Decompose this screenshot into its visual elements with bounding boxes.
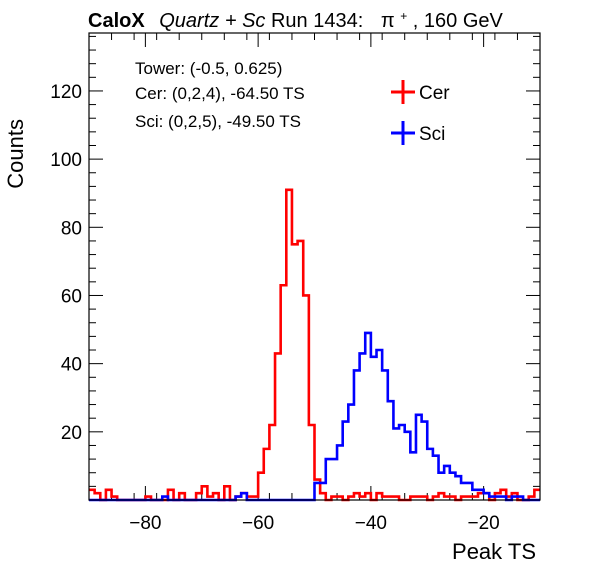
y-tick-label: 20: [61, 423, 82, 444]
y-tick-label: 120: [50, 82, 82, 103]
x-tick-label: −20: [468, 513, 500, 534]
legend-label-sci: Sci: [419, 124, 445, 145]
legend-entry-cer: Cer: [391, 80, 450, 104]
particle-charge-label: +: [400, 9, 407, 23]
axis-ticks: −80 −60 −40 −20 20 40 60 80 100 120: [50, 33, 541, 534]
histogram-series: [89, 188, 540, 502]
particle-label: π: [381, 10, 395, 32]
series-line-cer: [89, 188, 540, 502]
y-axis-title: Counts: [3, 119, 28, 189]
info-line-cer: Cer: (0,2,4), -64.50 TS: [135, 84, 305, 103]
series-cer: [89, 188, 540, 502]
detector-label: Quartz + Sc: [159, 10, 265, 32]
x-axis-title: Peak TS: [452, 539, 536, 564]
chart-header: CaloX Quartz + Sc Run 1434: π + , 160 Ge…: [88, 3, 504, 32]
info-line-sci: Sci: (0,2,5), -49.50 TS: [135, 112, 301, 131]
brand-label: CaloX: [88, 10, 145, 32]
info-line-tower: Tower: (-0.5, 0.625): [135, 59, 282, 78]
y-tick-label: 80: [61, 218, 82, 239]
legend: Cer Sci: [391, 80, 450, 145]
x-tick-label: −80: [129, 513, 161, 534]
x-tick-label: −40: [355, 513, 387, 534]
plot-frame: [88, 32, 541, 501]
energy-label: , 160 GeV: [413, 10, 504, 32]
legend-entry-sci: Sci: [391, 121, 445, 145]
x-tick-label: −60: [242, 513, 274, 534]
run-label: Run 1434:: [271, 10, 363, 32]
y-tick-label: 40: [61, 355, 82, 376]
y-tick-label: 100: [50, 150, 82, 171]
y-tick-label: 60: [61, 286, 82, 307]
legend-label-cer: Cer: [419, 83, 450, 104]
